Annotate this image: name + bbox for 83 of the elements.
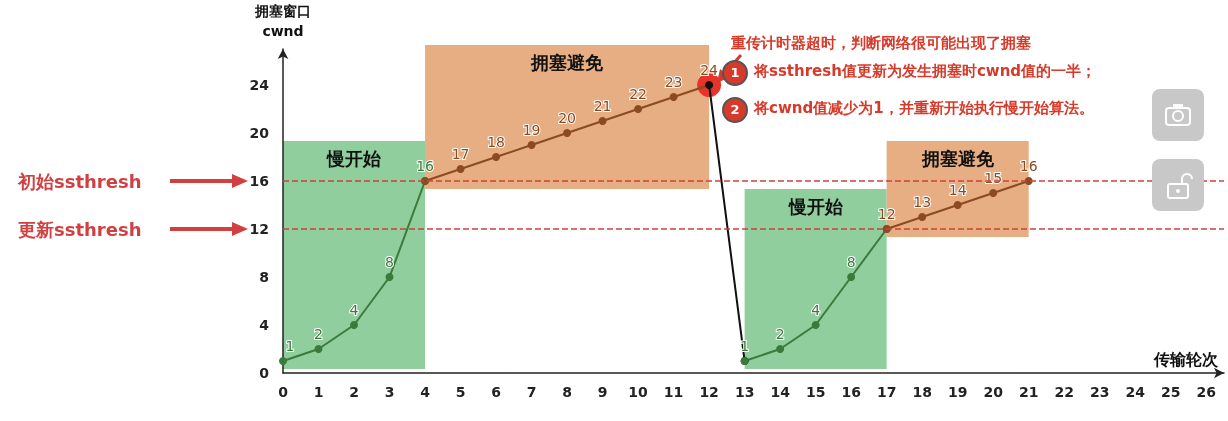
annotation: 将cwnd值减少为1，并重新开始执行慢开始算法。 bbox=[754, 99, 1094, 118]
x-tick-label: 11 bbox=[663, 384, 684, 400]
data-label: 17 bbox=[451, 146, 470, 162]
x-tick-label: 9 bbox=[597, 384, 608, 400]
x-axis-title: 传输轮次 bbox=[1153, 349, 1219, 369]
x-tick-label: 18 bbox=[912, 384, 932, 400]
x-tick-label: 0 bbox=[278, 384, 289, 400]
point bbox=[811, 321, 820, 329]
y-tick-label: 24 bbox=[249, 77, 270, 93]
x-tick-label: 3 bbox=[384, 384, 395, 400]
x-tick-label: 10 bbox=[628, 384, 649, 400]
data-label: 20 bbox=[558, 110, 576, 126]
annotation: 1 bbox=[722, 60, 748, 86]
point bbox=[776, 345, 785, 353]
band-label: 拥塞避免 bbox=[920, 147, 995, 169]
point bbox=[634, 105, 643, 113]
annotation: 将ssthresh值更新为发生拥塞时cwnd值的一半； bbox=[754, 62, 1097, 81]
data-label: 2 bbox=[775, 326, 785, 342]
x-tick-label: 15 bbox=[805, 384, 826, 400]
data-label: 23 bbox=[664, 74, 683, 90]
point bbox=[847, 273, 856, 281]
x-tick-label: 26 bbox=[1196, 384, 1216, 400]
point bbox=[385, 273, 394, 281]
x-tick-label: 22 bbox=[1054, 384, 1074, 400]
data-label: 22 bbox=[629, 86, 648, 102]
y-tick-label: 8 bbox=[259, 269, 269, 285]
point bbox=[989, 189, 998, 197]
x-tick-label: 8 bbox=[562, 384, 572, 400]
data-label: 4 bbox=[811, 302, 821, 318]
point bbox=[953, 201, 962, 209]
y-tick-label: 0 bbox=[259, 365, 270, 381]
x-tick-label: 6 bbox=[491, 384, 501, 400]
x-tick-label: 1 bbox=[313, 384, 324, 400]
ref-line-label: 初始ssthresh bbox=[17, 170, 142, 192]
point bbox=[669, 93, 678, 101]
annotation: 2 bbox=[722, 97, 748, 123]
x-tick-label: 16 bbox=[841, 384, 861, 400]
point bbox=[350, 321, 359, 329]
x-tick-label: 4 bbox=[420, 384, 431, 400]
data-label: 4 bbox=[349, 302, 359, 318]
x-tick-label: 5 bbox=[455, 384, 466, 400]
point bbox=[456, 165, 465, 173]
point bbox=[492, 153, 501, 161]
data-label: 18 bbox=[487, 134, 505, 150]
y-tick-label: 12 bbox=[249, 221, 269, 237]
y-tick-label: 16 bbox=[249, 173, 269, 189]
data-label: 2 bbox=[314, 326, 323, 342]
data-label: 24 bbox=[700, 62, 719, 78]
x-tick-label: 14 bbox=[770, 384, 791, 400]
data-label: 16 bbox=[1019, 158, 1038, 174]
data-label: 19 bbox=[522, 122, 541, 138]
y-tick-label: 20 bbox=[249, 125, 270, 141]
ref-line-label: 更新ssthresh bbox=[18, 218, 142, 240]
x-tick-label: 25 bbox=[1160, 384, 1181, 400]
data-label: 8 bbox=[846, 254, 856, 270]
x-tick-label: 21 bbox=[1018, 384, 1039, 400]
x-tick-label: 2 bbox=[349, 384, 359, 400]
band-label: 慢开始 bbox=[326, 147, 383, 169]
y-tick-label: 4 bbox=[259, 317, 270, 333]
x-tick-label: 20 bbox=[983, 384, 1004, 400]
x-tick-label: 24 bbox=[1125, 384, 1146, 400]
x-tick-label: 23 bbox=[1089, 384, 1110, 400]
point bbox=[563, 129, 572, 137]
x-tick-label: 19 bbox=[947, 384, 968, 400]
data-label: 13 bbox=[913, 194, 932, 210]
point bbox=[918, 213, 927, 221]
point bbox=[598, 117, 607, 125]
data-label: 21 bbox=[593, 98, 612, 114]
band-label: 拥塞避免 bbox=[530, 51, 605, 73]
point bbox=[279, 357, 287, 365]
point bbox=[314, 345, 323, 353]
point bbox=[527, 141, 536, 149]
x-tick-label: 13 bbox=[734, 384, 755, 400]
band-label: 慢开始 bbox=[787, 195, 844, 217]
data-label: 14 bbox=[948, 182, 967, 198]
x-tick-label: 17 bbox=[876, 384, 897, 400]
x-tick-label: 7 bbox=[526, 384, 537, 400]
data-label: 8 bbox=[385, 254, 394, 270]
annotation: 重传计时器超时，判断网络很可能出现了拥塞 bbox=[730, 33, 1032, 52]
x-tick-label: 12 bbox=[699, 384, 719, 400]
data-label: 16 bbox=[416, 158, 435, 174]
y-axis-title: 拥塞窗口 cwnd bbox=[254, 3, 311, 39]
data-label: 1 bbox=[285, 338, 295, 354]
